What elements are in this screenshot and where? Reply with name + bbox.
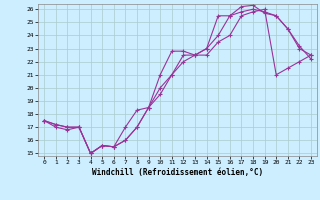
- X-axis label: Windchill (Refroidissement éolien,°C): Windchill (Refroidissement éolien,°C): [92, 168, 263, 177]
